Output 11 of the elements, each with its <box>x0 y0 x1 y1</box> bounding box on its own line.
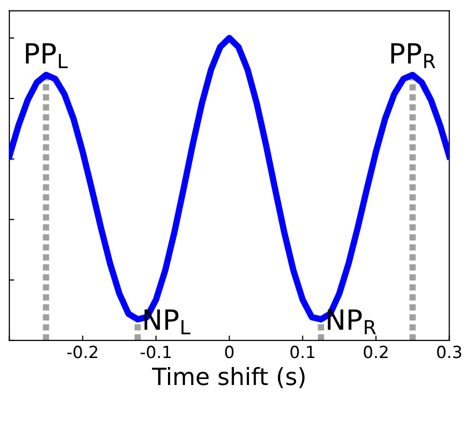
annotation: PP$_{R}$ <box>391 43 436 68</box>
x-tick-label: 0 <box>225 346 234 358</box>
x-tick-label: 0.1 <box>290 346 314 358</box>
x-tick-label: 0.2 <box>364 346 388 358</box>
x-axis-title: Time shift (s) <box>152 367 305 388</box>
x-tick-label: 0.3 <box>437 346 462 358</box>
annotation: NP$_{R}$ <box>328 309 376 334</box>
x-tick-label: -0.2 <box>67 346 98 358</box>
annotation: PP$_{L}$ <box>26 43 68 68</box>
annotation: NP$_{L}$ <box>144 309 190 334</box>
x-tick-label: -0.1 <box>140 346 171 358</box>
